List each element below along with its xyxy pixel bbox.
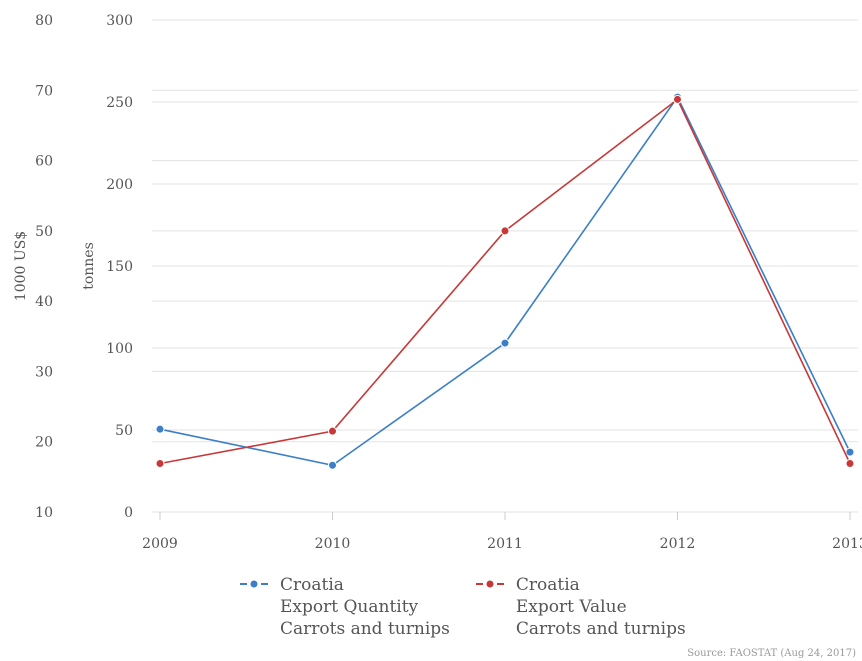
data-point-1-4: [845, 459, 855, 469]
gridlines: [152, 19, 858, 513]
legend-swatch-export-value: [475, 579, 504, 589]
left-tick-label: 20: [35, 435, 53, 451]
data-point-1-3: [673, 94, 682, 104]
legend-line: Carrots and turnips: [280, 619, 450, 639]
right-tick-label: 200: [106, 177, 133, 193]
data-point-0-0: [155, 424, 165, 434]
right-axis-title: tonnes: [81, 242, 97, 290]
left-axis-title: 1000 US$: [13, 231, 29, 301]
right-tick-label: 50: [115, 423, 133, 439]
x-tick-label: 2010: [315, 536, 351, 552]
left-tick-label: 30: [35, 364, 53, 380]
data-point-0-1: [328, 460, 337, 470]
x-tick-label: 2011: [487, 536, 523, 552]
x-tick-label: 2012: [660, 536, 696, 552]
right-tick-label: 0: [124, 505, 133, 521]
right-tick-label: 300: [106, 13, 133, 29]
x-tick-label: 2013: [832, 536, 862, 552]
legend-swatch-export-quantity: [240, 579, 268, 589]
legend-label-export-value: Croatia Export Value Carrots and turnips: [516, 574, 686, 640]
right-tick-label: 100: [106, 341, 133, 357]
data-point-0-2: [500, 338, 510, 348]
legend-line: Croatia: [280, 575, 344, 595]
legend-line: Croatia: [515, 575, 580, 595]
data-point-1-2: [500, 226, 510, 236]
legend-line: Export Value: [515, 597, 627, 617]
x-tick-label: 2009: [142, 536, 178, 552]
left-tick-label: 10: [35, 505, 53, 521]
right-tick-label: 250: [106, 95, 133, 111]
legend-item-export-quantity[interactable]: Croatia Export Quantity Carrots and turn…: [240, 574, 450, 640]
legend-label-export-quantity: Croatia Export Quantity Carrots and turn…: [280, 574, 450, 640]
data-point-1-0: [155, 459, 165, 469]
line-chart: 10 20 30 40 50 60 70 80 0 50 100 150 200 250 300 2009…: [13, 13, 862, 552]
right-axis-ticks: 0 50 100 150 200 250 300: [106, 13, 133, 521]
left-tick-label: 80: [35, 13, 53, 29]
series-layer: [155, 92, 855, 470]
legend-line: Export Quantity: [280, 597, 419, 617]
legend: Croatia Export Quantity Carrots and turn…: [240, 574, 686, 640]
left-tick-label: 40: [35, 294, 53, 310]
legend-line: Carrots and turnips: [515, 619, 686, 639]
data-point-1-1: [328, 426, 337, 436]
legend-item-export-value[interactable]: Croatia Export Value Carrots and turnips: [475, 574, 686, 640]
series-line-1: [159, 98, 851, 465]
x-axis: 2009 2010 2011 2012 2013: [142, 512, 862, 552]
left-axis-ticks: 10 20 30 40 50 60 70 80: [35, 13, 53, 521]
series-line-0: [159, 95, 851, 467]
left-tick-label: 70: [35, 83, 53, 99]
right-tick-label: 150: [106, 259, 133, 275]
left-tick-label: 60: [35, 154, 53, 170]
left-tick-label: 50: [35, 224, 53, 240]
data-point-0-4: [845, 447, 855, 457]
source-credit: Source: FAOSTAT (Aug 24, 2017): [687, 648, 856, 659]
